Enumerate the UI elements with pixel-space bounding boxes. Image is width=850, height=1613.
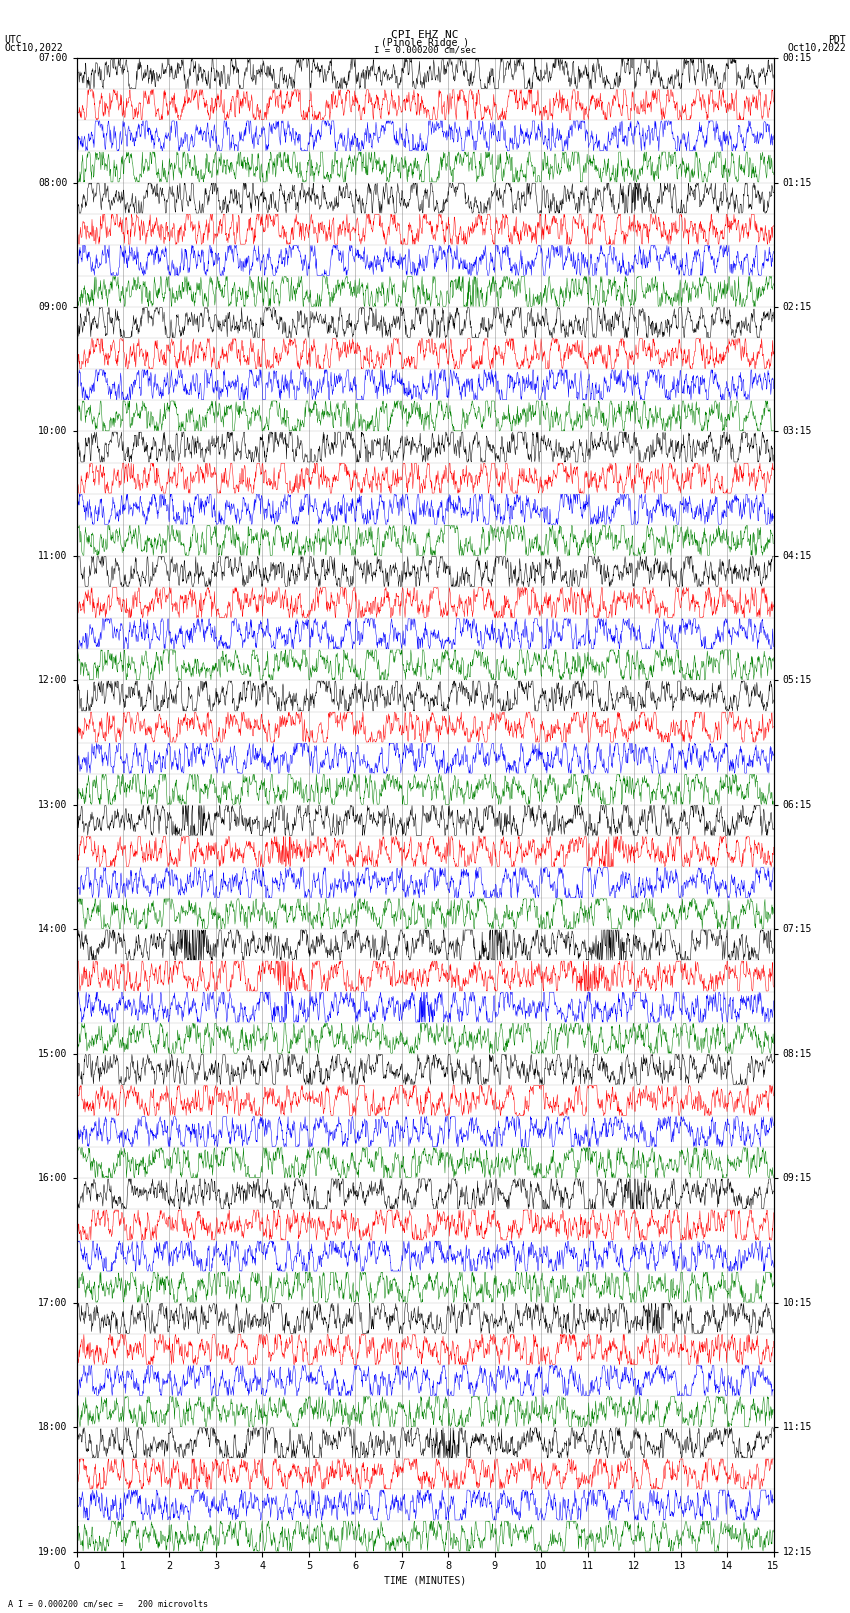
Text: A I = 0.000200 cm/sec =   200 microvolts: A I = 0.000200 cm/sec = 200 microvolts [8,1598,208,1608]
Text: Oct10,2022: Oct10,2022 [4,44,63,53]
X-axis label: TIME (MINUTES): TIME (MINUTES) [384,1576,466,1586]
Text: (Pinole Ridge ): (Pinole Ridge ) [381,37,469,47]
Text: CPI EHZ NC: CPI EHZ NC [391,29,459,39]
Text: I = 0.000200 cm/sec: I = 0.000200 cm/sec [374,45,476,53]
Text: PDT: PDT [828,35,846,45]
Text: Oct10,2022: Oct10,2022 [787,44,846,53]
Text: UTC: UTC [4,35,22,45]
